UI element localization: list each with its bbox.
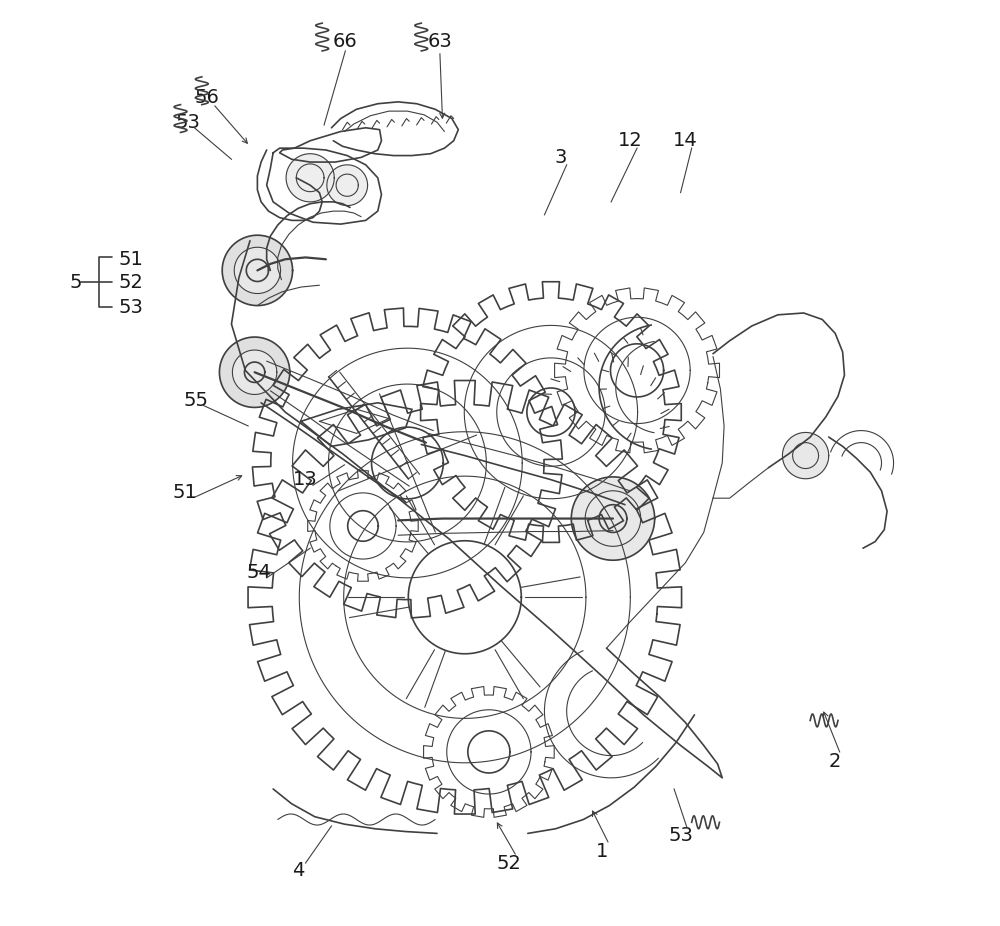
- Text: 53: 53: [668, 826, 693, 845]
- Text: 54: 54: [247, 563, 272, 582]
- Text: 56: 56: [194, 88, 219, 106]
- Text: 52: 52: [118, 273, 143, 292]
- Polygon shape: [222, 235, 293, 306]
- Text: 63: 63: [427, 32, 452, 51]
- Text: 53: 53: [176, 113, 200, 131]
- Text: 14: 14: [673, 131, 698, 150]
- Polygon shape: [782, 432, 829, 479]
- Polygon shape: [234, 247, 281, 294]
- Polygon shape: [327, 165, 368, 206]
- Text: 4: 4: [292, 861, 304, 880]
- Text: 52: 52: [497, 854, 522, 872]
- Text: 5: 5: [70, 273, 82, 292]
- Polygon shape: [286, 154, 334, 202]
- Text: 13: 13: [293, 470, 318, 489]
- Text: 1: 1: [596, 843, 608, 861]
- Text: 12: 12: [618, 131, 643, 150]
- Polygon shape: [219, 337, 290, 407]
- Text: 3: 3: [554, 148, 566, 167]
- Polygon shape: [232, 350, 277, 394]
- Text: 53: 53: [118, 298, 143, 317]
- Text: 66: 66: [333, 32, 358, 51]
- Polygon shape: [571, 477, 655, 560]
- Text: 51: 51: [118, 250, 143, 269]
- Text: 2: 2: [829, 752, 841, 770]
- Text: 55: 55: [184, 391, 209, 409]
- Text: 51: 51: [173, 483, 198, 502]
